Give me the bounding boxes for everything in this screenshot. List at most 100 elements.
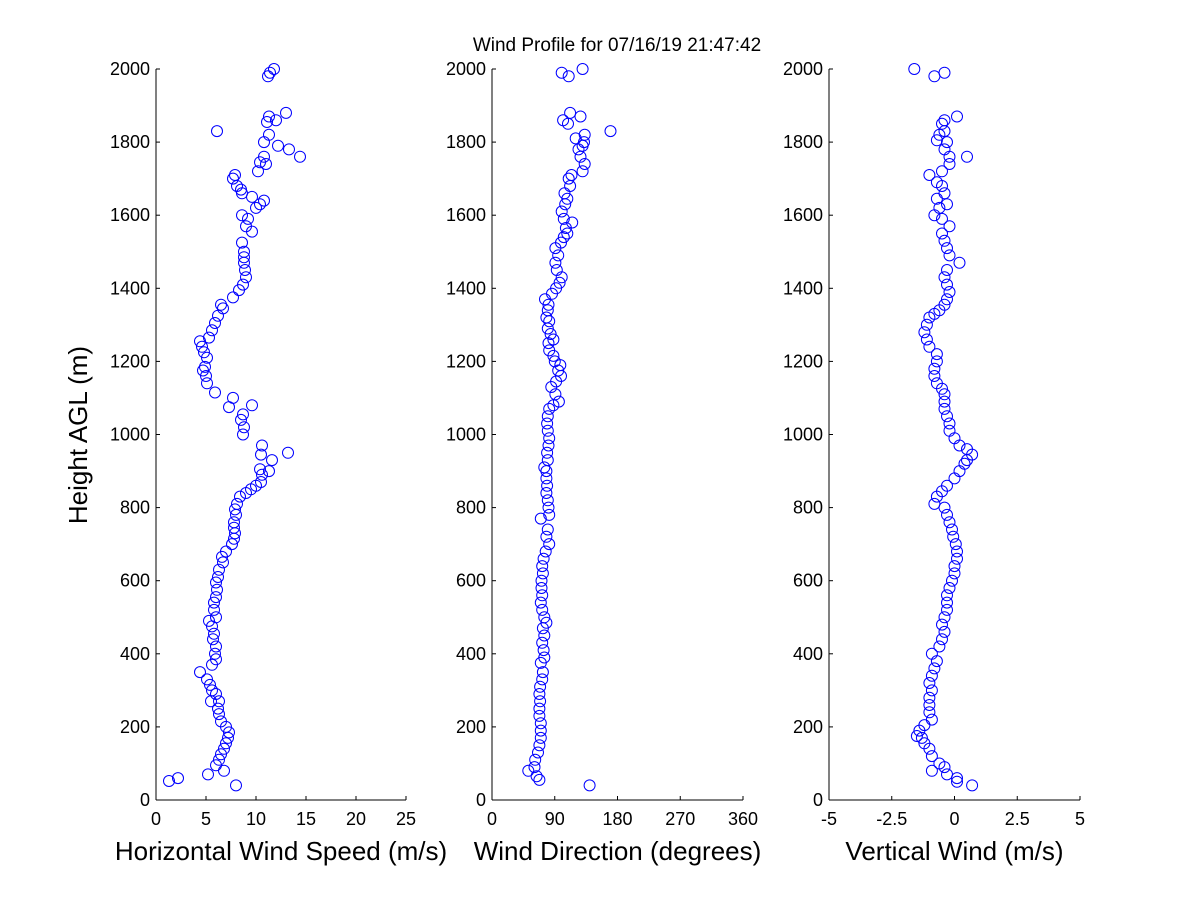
direction-data-point (540, 311, 553, 324)
direction-data-point (533, 773, 546, 786)
vertical-data-point (933, 201, 946, 214)
speed-data-point (209, 317, 221, 329)
speed-data-point (246, 190, 258, 203)
direction-data-point (548, 355, 561, 368)
direction-data-point (604, 125, 617, 138)
vertical-data-point (928, 70, 941, 83)
direction-data-point (552, 249, 565, 262)
speed-x-tick-label: 15 (296, 809, 316, 829)
speed-data-point (255, 476, 267, 488)
direction-data-point (576, 63, 589, 75)
speed-data-point (212, 309, 224, 322)
direction-data-point (552, 364, 565, 377)
speed-data-point (237, 408, 249, 421)
speed-data-point (227, 391, 239, 404)
speed-data-point (198, 346, 210, 359)
vertical-data-point (951, 775, 963, 788)
vertical-data-point (951, 552, 963, 565)
vertical-data-point (938, 625, 951, 638)
vertical-x-tick-label: 5 (1075, 809, 1085, 829)
direction-data-point (536, 567, 549, 580)
speed-data-point (266, 454, 278, 467)
direction-data-point (578, 128, 591, 141)
vertical-y-tick-label: 1400 (783, 278, 823, 298)
direction-data-point (565, 169, 578, 181)
direction-data-point (532, 746, 544, 759)
speed-data-point (250, 201, 262, 214)
direction-data-point (522, 764, 535, 777)
direction-y-tick-label: 200 (456, 717, 486, 737)
vertical-x-tick-label: -5 (821, 809, 837, 829)
direction-data-point (534, 680, 547, 693)
direction-data-point (555, 236, 567, 249)
speed-data-point (239, 264, 251, 276)
speed-data-point (272, 139, 284, 152)
vertical-data-point (925, 750, 938, 763)
direction-data-point (529, 753, 542, 766)
vertical-data-point (936, 618, 948, 631)
vertical-data-point (923, 340, 936, 353)
direction-data-point (538, 461, 551, 474)
speed-y-tick-label: 1200 (110, 351, 150, 371)
vertical-data-point (941, 479, 953, 492)
speed-data-point (208, 627, 220, 640)
speed-data-point (231, 497, 243, 510)
speed-data-point (199, 360, 211, 373)
vertical-data-point (933, 640, 946, 653)
vertical-data-point (943, 424, 956, 437)
speed-data-point (213, 708, 225, 721)
vertical-data-point (938, 395, 951, 408)
speed-data-point (268, 63, 280, 75)
vertical-data-point (938, 611, 951, 624)
direction-data-point (562, 70, 575, 83)
direction-data-point (534, 724, 547, 737)
direction-data-point (536, 560, 549, 573)
direction-data-point (549, 256, 562, 269)
speed-data-point (263, 110, 275, 123)
direction-data-point (583, 779, 596, 792)
direction-data-point (541, 424, 554, 437)
vertical-data-point (948, 560, 961, 573)
vertical-data-point (938, 114, 951, 127)
speed-data-point (210, 688, 222, 700)
vertical-x-axis-label: Vertical Wind (m/s) (845, 836, 1063, 866)
y-axis-label: Height AGL (m) (63, 346, 93, 524)
speed-data-point (211, 125, 223, 138)
direction-data-point (528, 761, 541, 774)
direction-data-point (541, 417, 554, 430)
speed-data-point (223, 726, 235, 739)
vertical-data-point (933, 757, 946, 770)
speed-data-point (238, 245, 250, 258)
vertical-data-point (941, 589, 953, 602)
direction-data-point (533, 688, 546, 700)
speed-y-tick-label: 0 (140, 790, 150, 810)
speed-data-point (228, 521, 240, 534)
direction-data-point (536, 636, 549, 649)
vertical-y-tick-label: 200 (793, 717, 823, 737)
speed-y-tick-label: 600 (120, 571, 150, 591)
vertical-data-point (930, 134, 943, 147)
vertical-data-point (918, 326, 931, 339)
direction-data-point (541, 494, 554, 507)
vertical-y-tick-label: 0 (813, 790, 823, 810)
vertical-data-point (930, 355, 943, 368)
direction-data-point (574, 110, 587, 123)
speed-y-tick-label: 200 (120, 717, 150, 737)
speed-data-point (220, 737, 232, 750)
vertical-data-point (947, 530, 960, 543)
direction-data-point (541, 454, 554, 467)
vertical-y-tick-label: 1800 (783, 132, 823, 152)
vertical-data-point (953, 256, 966, 269)
direction-data-point (555, 205, 568, 218)
vertical-data-point (923, 691, 936, 704)
speed-data-point (205, 695, 217, 708)
vertical-data-point (923, 706, 936, 719)
vertical-y-tick-label: 600 (793, 571, 823, 591)
direction-data-point (564, 180, 577, 192)
direction-data-point (534, 512, 547, 525)
speed-data-point (237, 278, 249, 291)
speed-data-point (238, 251, 250, 264)
speed-data-point (227, 291, 239, 304)
direction-y-tick-label: 1200 (446, 351, 486, 371)
speed-x-axis-label: Horizontal Wind Speed (m/s) (115, 836, 447, 866)
